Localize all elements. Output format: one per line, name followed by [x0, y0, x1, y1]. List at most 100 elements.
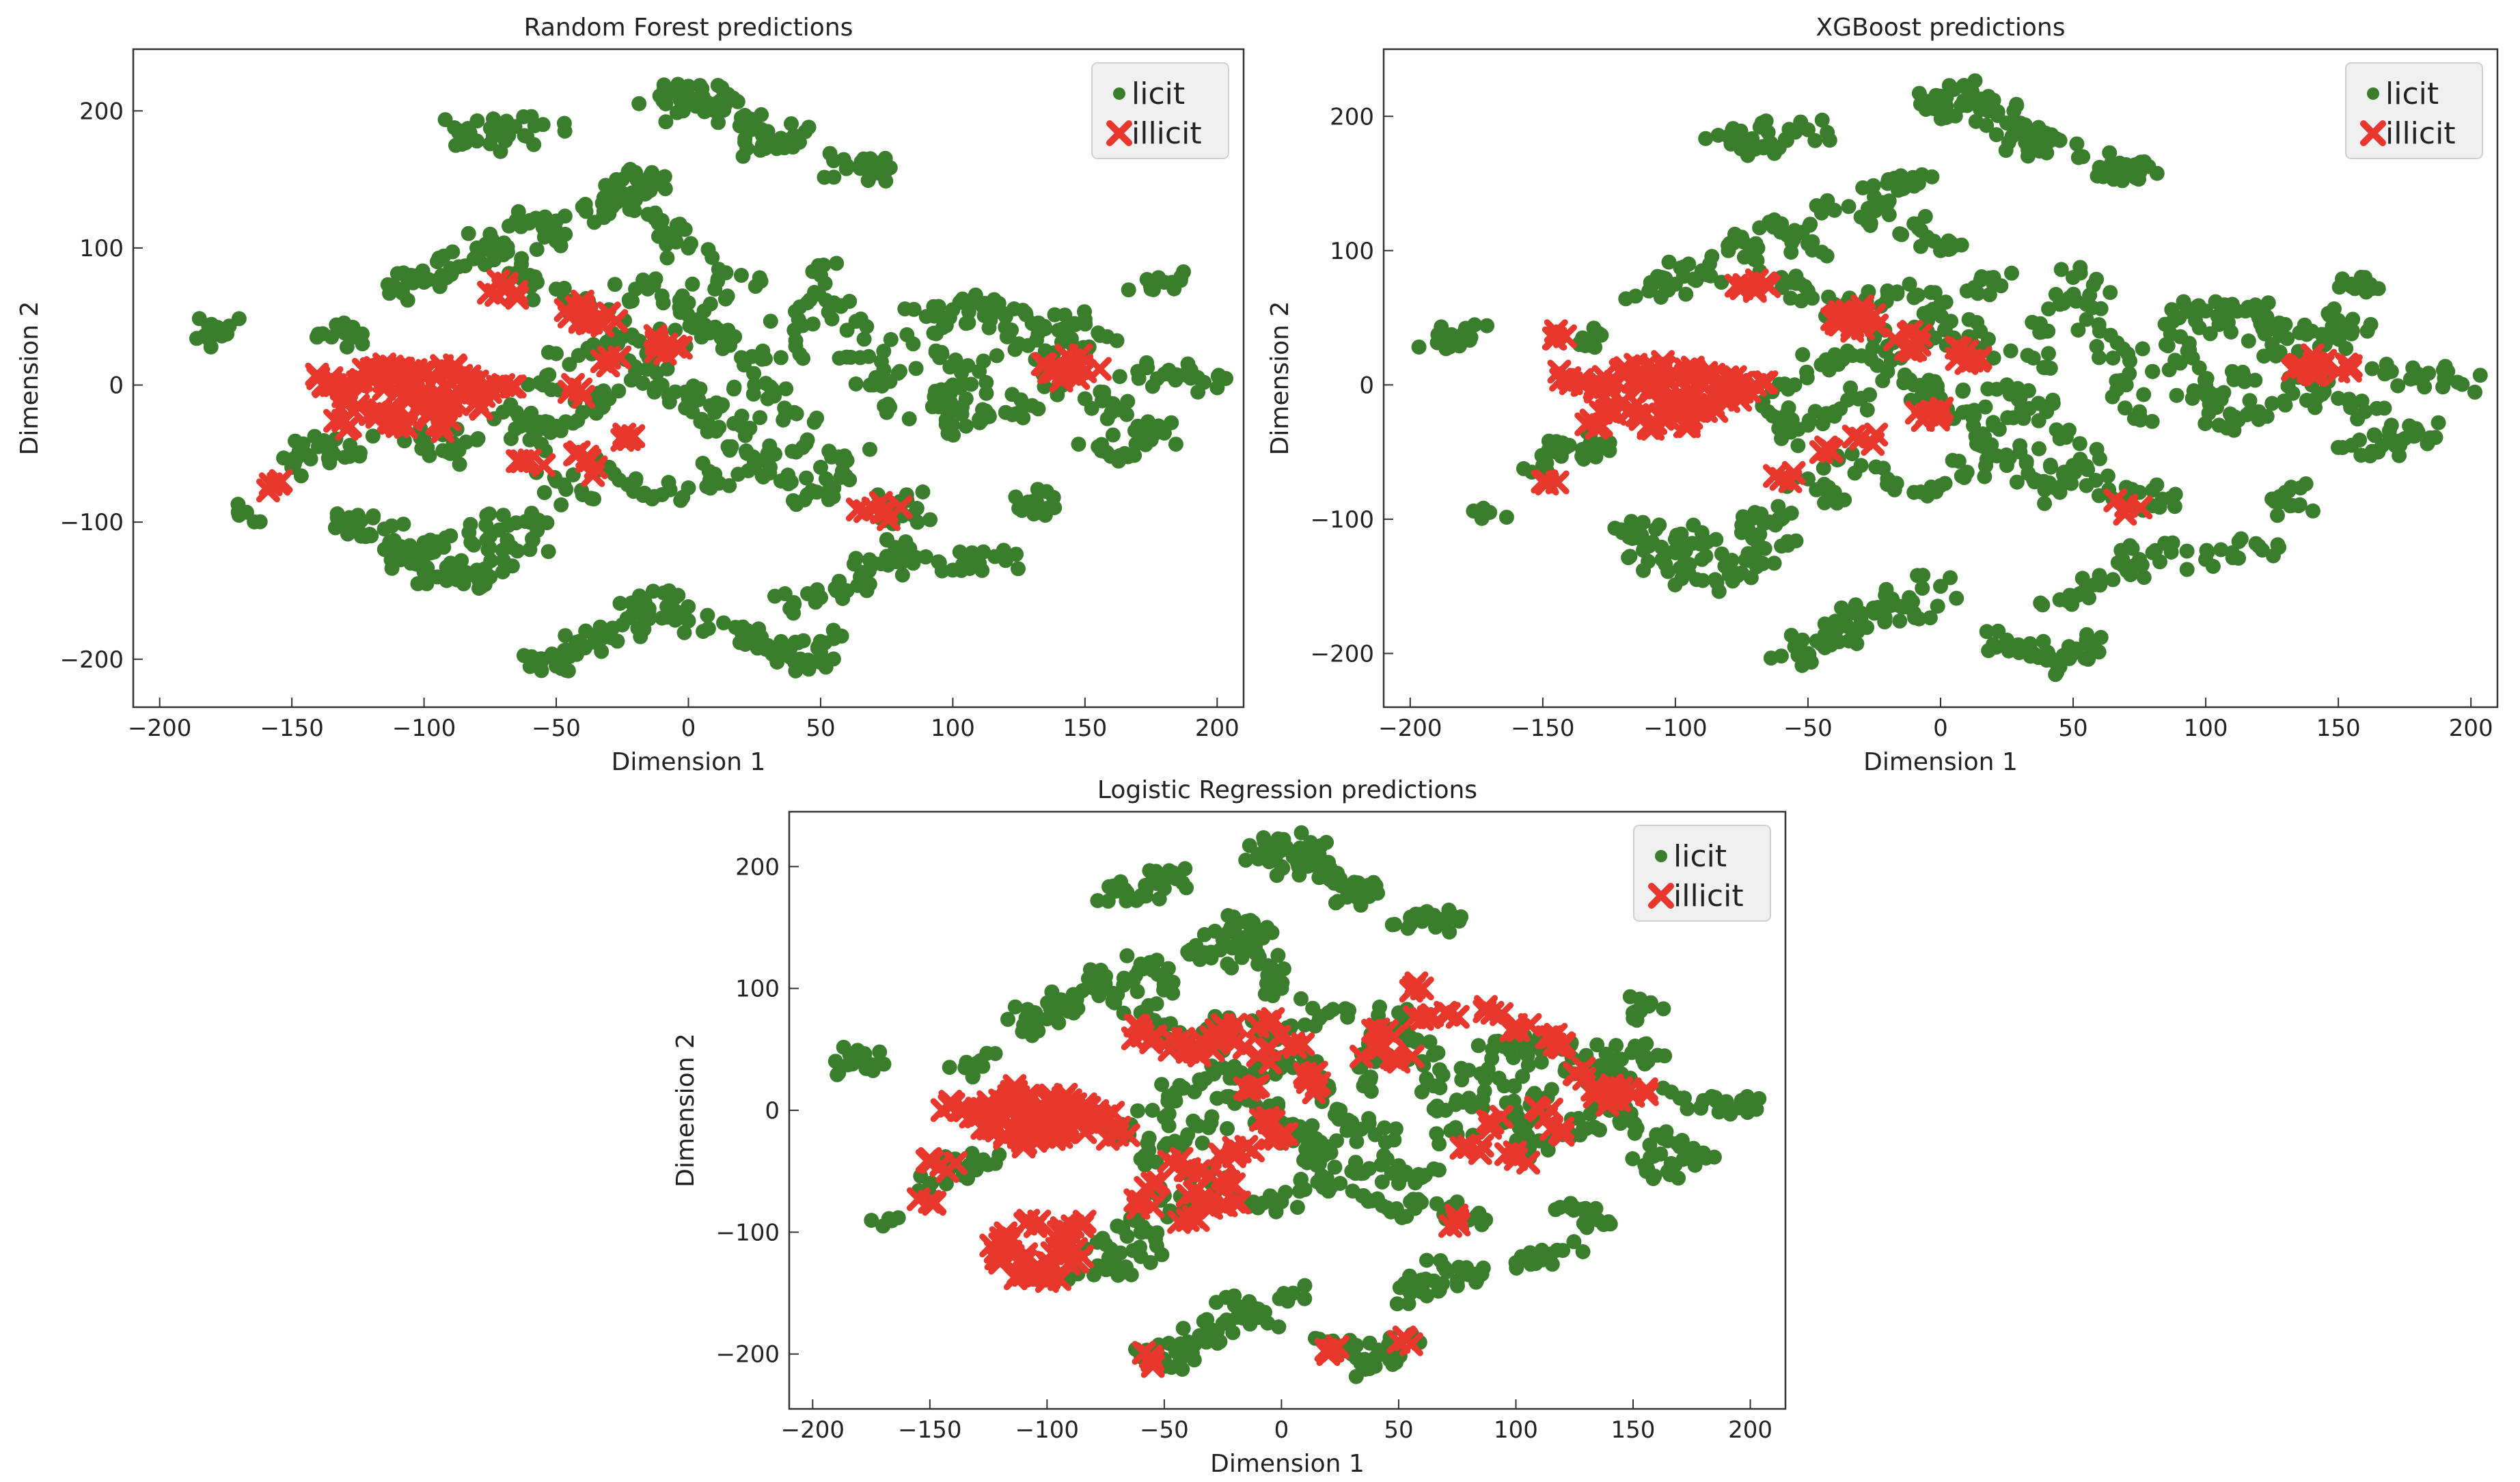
x-tick-label: −150 [898, 1416, 961, 1444]
licit-point [1859, 402, 1875, 417]
illicit-point [1534, 469, 1559, 494]
licit-point [2137, 154, 2152, 169]
illicit-point [989, 1226, 1013, 1250]
licit-point [627, 359, 643, 374]
licit-point [659, 250, 675, 266]
licit-point [584, 491, 599, 506]
illicit-point [1167, 1209, 1192, 1234]
licit-point [1149, 996, 1164, 1012]
licit-point [1160, 1088, 1176, 1104]
licit-point [738, 113, 754, 128]
licit-point [1533, 1054, 1549, 1070]
licit-point [2338, 341, 2354, 357]
x-tick-label: −50 [1140, 1416, 1189, 1444]
y-tick-label: 200 [79, 98, 124, 125]
licit-point [1887, 597, 1902, 612]
licit-point [1349, 1134, 1365, 1149]
licit-point [315, 326, 331, 342]
licit-point [810, 582, 825, 598]
licit-point [1093, 384, 1108, 400]
x-axis-label: Dimension 1 [612, 748, 766, 776]
licit-point [1924, 169, 1940, 184]
illicit-point [2338, 358, 2362, 383]
licit-point [711, 262, 726, 277]
licit-point [1990, 623, 2006, 639]
illicit-point [379, 355, 404, 379]
licit-point [2070, 587, 2086, 603]
licit-point [1977, 469, 1992, 484]
licit-point [848, 376, 864, 392]
licit-point [2257, 326, 2273, 342]
licit-point [1684, 536, 1700, 551]
licit-point [2186, 383, 2202, 398]
licit-point [2031, 413, 2046, 428]
licit-point [669, 217, 685, 233]
licit-point [1008, 489, 1024, 505]
licit-point [630, 620, 646, 636]
licit-point [1467, 317, 1483, 333]
licit-point [1141, 1130, 1157, 1146]
licit-point [1029, 332, 1044, 348]
licit-point [1998, 143, 2014, 159]
licit-point [724, 439, 739, 454]
licit-point [1470, 1038, 1486, 1054]
series-licit [1411, 73, 2488, 683]
licit-point [786, 594, 802, 610]
licit-point [525, 292, 541, 307]
licit-point [2010, 392, 2026, 407]
licit-point [1964, 84, 1980, 100]
illicit-point [1361, 1019, 1386, 1043]
licit-point [2247, 372, 2263, 388]
licit-point [2100, 468, 2115, 484]
licit-point [1947, 238, 1962, 253]
licit-point [1432, 1136, 1447, 1152]
licit-point [203, 339, 219, 355]
licit-point [1809, 482, 1824, 497]
licit-point [701, 463, 717, 479]
licit-point [611, 383, 627, 399]
legend-illicit-label: illicit [2385, 116, 2456, 151]
licit-point [2260, 295, 2276, 311]
licit-point [1643, 1150, 1658, 1166]
licit-point [2091, 317, 2107, 333]
licit-point [528, 210, 544, 226]
licit-point [2176, 294, 2191, 310]
licit-point [681, 240, 696, 256]
licit-point [230, 497, 246, 512]
licit-point [965, 1068, 981, 1084]
licit-point [876, 1056, 892, 1072]
licit-point [1984, 446, 1999, 462]
licit-point [745, 386, 761, 402]
licit-point [1454, 1072, 1470, 1088]
illicit-point [935, 1159, 959, 1183]
licit-point [860, 173, 876, 189]
licit-point [2167, 486, 2183, 502]
licit-point [1661, 254, 1677, 270]
licit-point [1356, 884, 1372, 900]
licit-point [925, 399, 940, 415]
licit-point [523, 109, 539, 124]
licit-point [382, 534, 398, 550]
licit-point [825, 651, 841, 667]
licit-point [556, 280, 572, 296]
licit-point [817, 635, 833, 650]
illicit-point [1030, 352, 1055, 376]
licit-point [789, 497, 804, 512]
licit-point [960, 551, 976, 566]
licit-point [928, 383, 943, 399]
licit-point [734, 409, 750, 424]
licit-point [1641, 553, 1656, 569]
illicit-point [1349, 1044, 1373, 1069]
licit-point [1818, 352, 1834, 368]
licit-point [503, 431, 519, 446]
licit-point [1855, 180, 1871, 195]
licit-point [1675, 260, 1690, 276]
licit-point [710, 78, 726, 93]
licit-point [2205, 558, 2221, 574]
licit-point [2118, 161, 2134, 176]
legend-box [2345, 62, 2483, 159]
licit-point [1086, 969, 1101, 984]
licit-point [1011, 561, 1026, 577]
licit-point [648, 271, 663, 287]
licit-point [2344, 279, 2359, 294]
